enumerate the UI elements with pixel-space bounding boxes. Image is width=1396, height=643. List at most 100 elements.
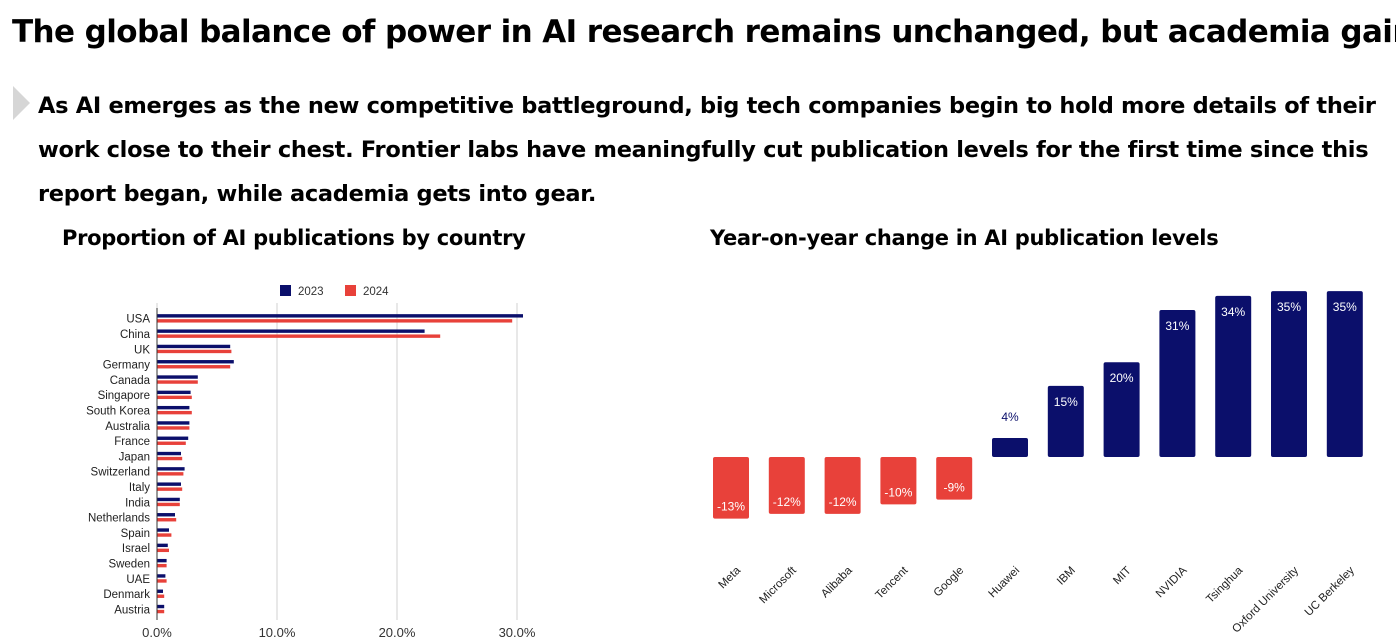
category-label: India	[125, 497, 151, 509]
bar-2024-spain	[157, 533, 172, 537]
bar-2024-denmark	[157, 594, 165, 598]
bar-2024-canada	[157, 380, 198, 384]
category-label-uc-berkeley: UC Berkeley	[1303, 564, 1357, 618]
bar-2024-china	[157, 334, 441, 338]
category-label-tsinghua: Tsinghua	[1204, 564, 1245, 605]
category-label: USA	[126, 314, 150, 326]
country-bar-chart: 0.0% 10.0% 20.0% 30.0% 2023 2024 USA China UK Ger…	[86, 285, 536, 640]
bar-2024-switzerland	[157, 472, 184, 476]
bar-2024-usa	[157, 319, 513, 323]
bar-google	[936, 457, 973, 500]
bar-2024-south-korea	[157, 410, 192, 415]
bar-2023-switzerland	[157, 467, 185, 471]
category-label: South Korea	[86, 405, 151, 417]
bar-2023-india	[157, 497, 180, 502]
x-tick-label: 10.0%	[259, 625, 296, 640]
bar-alibaba	[824, 457, 861, 514]
category-label-ibm: IBM	[1055, 565, 1078, 588]
bar-2024-austria	[157, 609, 165, 614]
bar-2023-canada	[157, 375, 198, 379]
bar-2024-uae	[157, 579, 167, 583]
category-label: Germany	[103, 360, 151, 372]
data-label-meta: -13%	[717, 500, 745, 514]
data-label-huawei: 4%	[1001, 410, 1019, 424]
bar-meta	[713, 457, 749, 519]
chart-title-yoy: Year-on-year change in AI publication le…	[710, 226, 1219, 250]
category-label-google: Google	[932, 565, 967, 600]
data-label-google: -9%	[944, 481, 966, 495]
page-subtitle: As AI emerges as the new competitive bat…	[38, 93, 1376, 207]
category-label-tencent: Tencent	[874, 564, 912, 602]
legend-label-2024: 2024	[363, 286, 389, 298]
category-label-microsoft: Microsoft	[757, 564, 799, 606]
category-label: Switzerland	[91, 467, 150, 479]
data-label-mit: 20%	[1110, 371, 1134, 385]
category-label-nvidia: NVIDIA	[1154, 564, 1190, 600]
bar-2023-south-korea	[157, 405, 190, 410]
bar-2023-germany	[157, 360, 234, 364]
bar-2023-netherlands	[157, 513, 175, 517]
bar-2024-japan	[157, 456, 183, 461]
data-label-oxford-university: 35%	[1277, 300, 1301, 314]
x-tick-label: 20.0%	[379, 625, 416, 640]
bar-2023-france	[157, 436, 189, 440]
category-label: UAE	[126, 574, 150, 586]
bar-2024-india	[157, 502, 180, 507]
bar-2024-singapore	[157, 395, 192, 400]
bar-2024-germany	[157, 365, 231, 369]
data-label-tencent: -10%	[884, 485, 912, 499]
bar-2024-uk	[157, 349, 232, 354]
data-label-nvidia: 31%	[1165, 319, 1189, 333]
bar-2023-japan	[157, 451, 181, 456]
bar-ibm	[1047, 385, 1084, 457]
bar-uc-berkeley	[1326, 291, 1363, 457]
category-label: Denmark	[103, 589, 150, 601]
category-label: Israel	[122, 543, 150, 555]
data-label-alibaba: -12%	[829, 495, 857, 509]
bar-2024-sweden	[157, 563, 167, 568]
bar-huawei	[992, 438, 1028, 457]
category-label-huawei: Huawei	[987, 565, 1023, 601]
bar-2023-sweden	[157, 558, 167, 563]
bar-microsoft	[768, 457, 805, 514]
chart-title-country: Proportion of AI publications by country	[62, 226, 526, 250]
category-label: Spain	[121, 528, 150, 540]
bar-2023-uk	[157, 344, 231, 349]
category-label: Canada	[110, 375, 151, 387]
category-label: China	[120, 329, 151, 341]
data-label-ibm: 15%	[1054, 395, 1078, 409]
legend-label-2023: 2023	[298, 286, 324, 298]
data-label-uc-berkeley: 35%	[1333, 300, 1357, 314]
bar-2023-singapore	[157, 390, 191, 395]
bar-tsinghua	[1215, 295, 1252, 457]
category-label: UK	[134, 344, 150, 356]
category-label: Italy	[129, 482, 150, 494]
x-tick-label: 0.0%	[142, 625, 172, 640]
category-label: Austria	[114, 604, 150, 616]
category-label-meta: Meta	[717, 564, 744, 591]
x-tick-label: 30.0%	[499, 625, 536, 640]
category-label-mit: MIT	[1111, 565, 1133, 587]
bar-2023-spain	[157, 528, 169, 532]
category-label: Japan	[119, 451, 150, 463]
bar-2023-uae	[157, 574, 166, 578]
category-label: Singapore	[98, 390, 150, 402]
bar-tencent	[880, 457, 917, 505]
category-label: Sweden	[108, 558, 150, 570]
category-label: France	[114, 436, 150, 448]
bar-2024-netherlands	[157, 518, 177, 522]
data-label-microsoft: -12%	[773, 495, 801, 509]
bar-2023-usa	[157, 314, 523, 318]
bar-2024-israel	[157, 548, 169, 553]
category-label: Netherlands	[88, 513, 150, 525]
category-label: Australia	[105, 421, 150, 433]
bar-2023-israel	[157, 543, 168, 548]
legend-swatch-2024	[345, 285, 356, 296]
data-label-tsinghua: 34%	[1221, 305, 1245, 319]
bar-2023-austria	[157, 604, 165, 609]
bar-2024-italy	[157, 487, 183, 491]
bar-2023-italy	[157, 482, 181, 486]
bar-2023-australia	[157, 421, 190, 425]
bullet-arrow-icon	[13, 86, 30, 120]
